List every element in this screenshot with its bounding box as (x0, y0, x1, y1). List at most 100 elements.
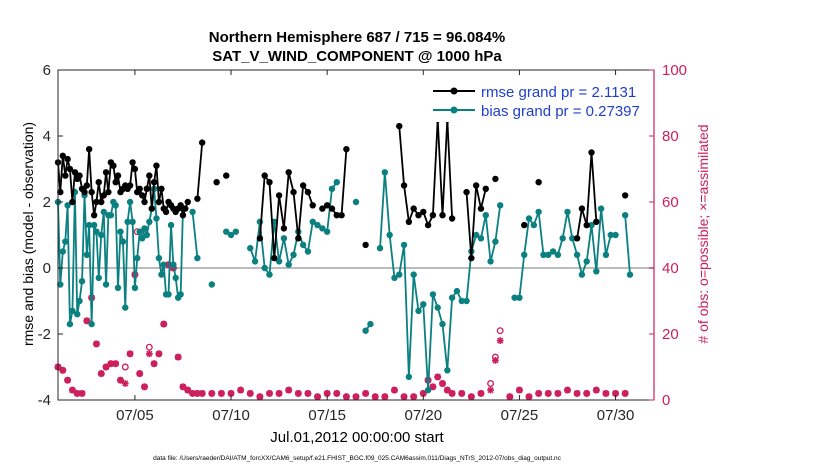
bias-point (57, 281, 64, 288)
obs-assimilated-stroke (545, 390, 552, 397)
y-right-tick-label: 40 (662, 260, 679, 277)
obs-assimilated-point (477, 390, 485, 397)
obs-assimilated-point (333, 390, 341, 397)
bias-point (540, 251, 547, 258)
bias-point (516, 294, 523, 301)
obs-assimilated-stroke (372, 393, 379, 400)
obs-assimilated-stroke (333, 390, 340, 397)
rmse-point (223, 172, 230, 179)
rmse-point (69, 198, 76, 206)
bias-segment (131, 221, 136, 288)
bias-segment (268, 221, 276, 275)
obs-assimilated-stroke (314, 393, 321, 400)
obs-assimilated-point (554, 390, 562, 397)
rmse-segment (292, 192, 300, 239)
bias-point (492, 238, 499, 245)
rmse-segment (441, 119, 449, 216)
obs-assimilated-stroke (93, 340, 100, 348)
rmse-point (319, 205, 326, 212)
bias-point (59, 248, 67, 255)
rmse-point (573, 235, 581, 242)
bias-segment (480, 215, 487, 239)
bias-point (139, 235, 146, 242)
rmse-point (148, 205, 156, 212)
obs-assimilated-stroke (74, 390, 81, 397)
bias-point (434, 304, 441, 311)
bias-point (386, 231, 393, 239)
bias-point (167, 221, 175, 229)
bias-segment (566, 211, 574, 239)
obs-assimilated-stroke (458, 390, 465, 397)
obs-assimilated-point (304, 390, 312, 397)
y-right-tick-label: 80 (662, 128, 679, 145)
bias-segment (561, 211, 569, 239)
obs-assimilated-stroke (525, 393, 533, 400)
bias-point (612, 231, 619, 239)
rmse-point (184, 198, 191, 206)
bias-point (391, 274, 398, 282)
bias-point (64, 202, 71, 209)
bias-point (472, 231, 480, 239)
bias-point (134, 254, 141, 262)
rmse-point (362, 241, 369, 249)
bias-point (98, 231, 105, 239)
obs-assimilated-stroke (136, 370, 143, 377)
bias-segment (273, 221, 280, 262)
bias-point (69, 307, 76, 315)
obs-assimilated-point (506, 393, 514, 401)
obs-assimilated-stroke (449, 390, 456, 397)
bias-point (155, 254, 163, 262)
y-right-tick-label: 20 (662, 326, 679, 343)
rmse-point (285, 169, 292, 176)
bias-segment (383, 172, 391, 236)
bias-point (165, 291, 172, 298)
obs-assimilated-stroke (497, 337, 504, 344)
rmse-point (182, 205, 189, 212)
obs-assimilated-stroke (602, 390, 610, 397)
bias-point (78, 278, 86, 285)
rmse-point (62, 172, 69, 179)
rmse-point (150, 179, 158, 186)
bias-point (554, 251, 562, 258)
obs-assimilated-stroke (362, 390, 369, 397)
bias-point (158, 271, 165, 278)
rmse-point (66, 165, 74, 173)
obs-assimilated-point (285, 386, 293, 394)
rmse-point (71, 169, 79, 176)
obs-assimilated-point (78, 390, 86, 397)
obs-assimilated-point (141, 383, 148, 391)
bias-point (119, 238, 127, 245)
obs-assimilated-stroke (126, 350, 134, 357)
bias-point (141, 225, 148, 232)
bias-segment (537, 211, 545, 255)
bias-point (482, 212, 489, 219)
obs-assimilated-point (525, 393, 533, 401)
rmse-segment (403, 185, 410, 222)
rmse-segment (88, 149, 93, 193)
obs-assimilated-stroke (155, 350, 163, 357)
rmse-segment (59, 155, 64, 193)
bias-point (381, 169, 389, 176)
x-tick-label: 07/05 (116, 407, 154, 424)
rmse-segment (150, 182, 156, 209)
obs-assimilated-stroke (477, 390, 485, 397)
rmse-point (155, 198, 163, 206)
obs-count-markers (54, 228, 629, 401)
bias-point (266, 271, 273, 278)
x-axis-label: Jul.01,2012 00:00:00 start (270, 429, 444, 446)
rmse-segment (297, 185, 305, 239)
bias-point (521, 251, 528, 258)
rmse-point (588, 149, 595, 156)
obs-assimilated-point (491, 357, 499, 364)
rmse-segment (432, 119, 439, 216)
obs-assimilated-stroke (593, 386, 600, 394)
legend: rmse grand pr = 2.1131 bias grand pr = 0… (425, 78, 653, 122)
bias-point (66, 320, 74, 328)
rmse-point (482, 185, 489, 192)
obs-assimilated-stroke (78, 390, 86, 397)
bias-segment (441, 324, 449, 371)
obs-assimilated-stroke (64, 377, 71, 384)
bias-point (261, 264, 268, 272)
obs-assimilated-point (117, 376, 124, 384)
